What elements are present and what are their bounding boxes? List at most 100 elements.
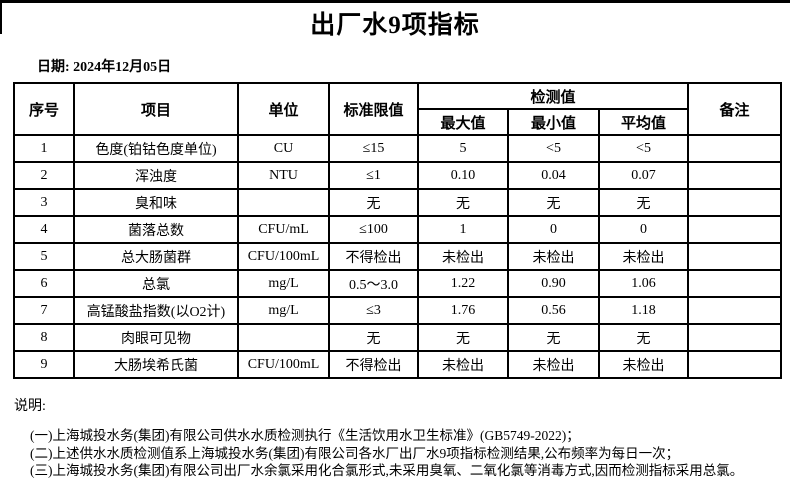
- page-title: 出厂水9项指标: [310, 12, 480, 39]
- cell-unit: CFU/mL: [237, 215, 330, 244]
- cell-unit: mg/L: [237, 296, 330, 325]
- report-date: 日期: 2024年12月05日: [37, 60, 172, 75]
- cell-limit: 0.5～3.0: [328, 269, 419, 298]
- cell-remark: [687, 161, 782, 190]
- water-quality-table: 序号 项目 单位 标准限值 检测值 备注 最大值 最小值 平均值 1 色度(铂钴…: [13, 82, 782, 379]
- col-header-unit: 单位: [237, 82, 330, 136]
- cell-no: 1: [13, 134, 75, 163]
- cell-item: 总氯: [73, 269, 239, 298]
- col-header-detection: 检测值: [417, 82, 689, 110]
- cell-item: 大肠埃希氏菌: [73, 350, 239, 379]
- cell-unit: mg/L: [237, 269, 330, 298]
- cell-no: 5: [13, 242, 75, 271]
- cell-min: 无: [507, 188, 600, 217]
- cell-max: 1.22: [417, 269, 509, 298]
- table-row: 2 浑浊度 NTU ≤1 0.10 0.04 0.07: [13, 161, 782, 190]
- cell-no: 9: [13, 350, 75, 379]
- note-line-3: (三)上海城投水务(集团)有限公司出厂水余氯采用化合氯形式,未采用臭氧、二氧化氯…: [30, 463, 744, 478]
- cell-avg: 0.07: [598, 161, 689, 190]
- cell-remark: [687, 188, 782, 217]
- cell-min: <5: [507, 134, 600, 163]
- cell-limit: 不得检出: [328, 242, 419, 271]
- table-row: 8 肉眼可见物 无 无 无 无: [13, 323, 782, 352]
- cell-min: 未检出: [507, 350, 600, 379]
- cell-min: 无: [507, 323, 600, 352]
- cell-no: 2: [13, 161, 75, 190]
- cell-item: 菌落总数: [73, 215, 239, 244]
- table-row: 1 色度(铂钴色度单位) CU ≤15 5 <5 <5: [13, 134, 782, 163]
- cell-remark: [687, 242, 782, 271]
- cell-limit: 无: [328, 323, 419, 352]
- cell-unit: [237, 188, 330, 217]
- window-left-edge: [0, 0, 2, 34]
- table-row: 5 总大肠菌群 CFU/100mL 不得检出 未检出 未检出 未检出: [13, 242, 782, 271]
- cell-max: 无: [417, 188, 509, 217]
- cell-remark: [687, 323, 782, 352]
- cell-no: 3: [13, 188, 75, 217]
- table-row: 6 总氯 mg/L 0.5～3.0 1.22 0.90 1.06: [13, 269, 782, 298]
- col-header-limit: 标准限值: [328, 82, 419, 136]
- col-header-min: 最小值: [507, 108, 600, 136]
- cell-unit: [237, 323, 330, 352]
- cell-avg: 未检出: [598, 350, 689, 379]
- cell-avg: <5: [598, 134, 689, 163]
- cell-limit: ≤15: [328, 134, 419, 163]
- table-row: 9 大肠埃希氏菌 CFU/100mL 不得检出 未检出 未检出 未检出: [13, 350, 782, 379]
- cell-limit: ≤1: [328, 161, 419, 190]
- table-body: 1 色度(铂钴色度单位) CU ≤15 5 <5 <5 2 浑浊度 NTU ≤1…: [13, 134, 782, 379]
- col-header-avg: 平均值: [598, 108, 689, 136]
- cell-no: 8: [13, 323, 75, 352]
- cell-avg: 1.18: [598, 296, 689, 325]
- col-header-no: 序号: [13, 82, 75, 136]
- cell-no: 6: [13, 269, 75, 298]
- cell-no: 7: [13, 296, 75, 325]
- cell-max: 无: [417, 323, 509, 352]
- col-header-item: 项目: [73, 82, 239, 136]
- cell-remark: [687, 134, 782, 163]
- cell-max: 未检出: [417, 350, 509, 379]
- cell-min: 0.56: [507, 296, 600, 325]
- cell-min: 0.90: [507, 269, 600, 298]
- note-lines: (一)上海城投水务(集团)有限公司供水水质检测执行《生活饮用水卫生标准》(GB5…: [30, 427, 784, 480]
- table-row: 7 高锰酸盐指数(以O2计) mg/L ≤3 1.76 0.56 1.18: [13, 296, 782, 325]
- cell-limit: 无: [328, 188, 419, 217]
- cell-max: 1.76: [417, 296, 509, 325]
- cell-remark: [687, 269, 782, 298]
- cell-min: 0.04: [507, 161, 600, 190]
- cell-max: 0.10: [417, 161, 509, 190]
- note-line-2: (二)上述供水水质检测值系上海城投水务(集团)有限公司各水厂出厂水9项指标检测结…: [30, 445, 680, 461]
- notes-section: 说明: (一)上海城投水务(集团)有限公司供水水质检测执行《生活饮用水卫生标准》…: [14, 395, 784, 480]
- cell-remark: [687, 215, 782, 244]
- cell-unit: CFU/100mL: [237, 350, 330, 379]
- cell-avg: 1.06: [598, 269, 689, 298]
- cell-remark: [687, 350, 782, 379]
- cell-max: 未检出: [417, 242, 509, 271]
- cell-item: 高锰酸盐指数(以O2计): [73, 296, 239, 325]
- cell-unit: CFU/100mL: [237, 242, 330, 271]
- cell-min: 未检出: [507, 242, 600, 271]
- table-row: 4 菌落总数 CFU/mL ≤100 1 0 0: [13, 215, 782, 244]
- table-header: 序号 项目 单位 标准限值 检测值 备注 最大值 最小值 平均值: [13, 82, 782, 136]
- cell-item: 色度(铂钴色度单位): [73, 134, 239, 163]
- cell-item: 肉眼可见物: [73, 323, 239, 352]
- cell-max: 1: [417, 215, 509, 244]
- cell-item: 总大肠菌群: [73, 242, 239, 271]
- cell-limit: 不得检出: [328, 350, 419, 379]
- cell-avg: 未检出: [598, 242, 689, 271]
- cell-unit: NTU: [237, 161, 330, 190]
- cell-unit: CU: [237, 134, 330, 163]
- cell-avg: 无: [598, 188, 689, 217]
- col-header-max: 最大值: [417, 108, 509, 136]
- cell-limit: ≤3: [328, 296, 419, 325]
- cell-limit: ≤100: [328, 215, 419, 244]
- table-row: 3 臭和味 无 无 无 无: [13, 188, 782, 217]
- window-top-edge: [0, 0, 790, 3]
- notes-title: 说明:: [14, 399, 46, 414]
- cell-item: 臭和味: [73, 188, 239, 217]
- cell-max: 5: [417, 134, 509, 163]
- note-line-1: (一)上海城投水务(集团)有限公司供水水质检测执行《生活饮用水卫生标准》(GB5…: [30, 428, 580, 443]
- cell-item: 浑浊度: [73, 161, 239, 190]
- cell-avg: 无: [598, 323, 689, 352]
- cell-min: 0: [507, 215, 600, 244]
